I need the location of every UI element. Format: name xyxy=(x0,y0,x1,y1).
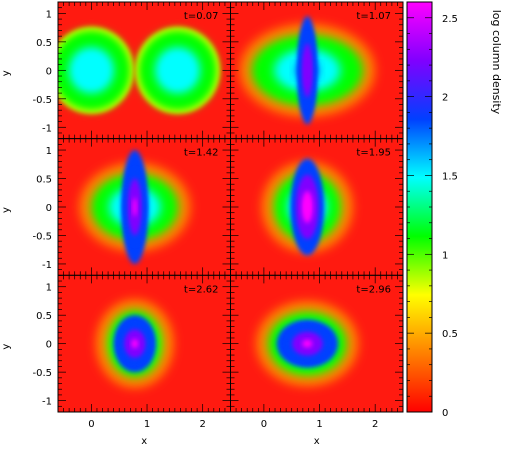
y-tick-label: 0.5 xyxy=(36,175,52,186)
y-tick-label: -0.5 xyxy=(32,95,52,106)
colorbar-label: log column density xyxy=(490,10,503,115)
colorbar-tick-label: 1 xyxy=(442,250,448,261)
x-tick-label: 2 xyxy=(372,419,378,430)
colorbar-tick-label: 1.5 xyxy=(442,171,458,182)
panel-4 xyxy=(230,138,403,276)
y-tick-label: 0 xyxy=(46,340,52,351)
x-tick-label: 0 xyxy=(261,419,267,430)
y-tick-label: 1 xyxy=(46,283,52,294)
x-axis-label: x xyxy=(141,436,147,447)
y-axis-label: y xyxy=(1,207,12,213)
dense-core xyxy=(302,339,313,348)
colorbar-gradient xyxy=(406,1,433,413)
panel-5 xyxy=(58,275,231,412)
y-tick-label: 0.5 xyxy=(36,38,52,49)
y-tick-label: 1 xyxy=(46,9,52,20)
x-tick-label: 1 xyxy=(144,419,150,430)
y-tick-label: 0 xyxy=(46,66,52,77)
dense-core xyxy=(131,338,139,349)
sphere-interior xyxy=(172,64,184,77)
panel-3 xyxy=(58,138,231,276)
x-tick-label: 1 xyxy=(316,419,322,430)
dense-core xyxy=(304,198,311,216)
panel-1 xyxy=(58,2,231,139)
colorbar-tick-label: 2.5 xyxy=(442,14,458,25)
time-label: t=1.42 xyxy=(184,148,219,159)
panel-2 xyxy=(230,2,403,139)
panel-6 xyxy=(230,275,403,412)
dense-core xyxy=(305,61,309,80)
time-label: t=0.07 xyxy=(184,11,219,22)
time-label: t=1.07 xyxy=(356,11,391,22)
shared-axes: 1 0.5 0 -0.5 -1 y 1 0.5 0 -0.5 -1 y 1 0.5 0 -0.5 -1 y 0 1 2 x… xyxy=(1,9,378,447)
colorbar: 0 0.5 1 1.5 2 2.5 log column density xyxy=(406,1,503,419)
y-tick-label: -0.5 xyxy=(32,368,52,379)
colorbar-tick-label: 0 xyxy=(442,408,448,419)
dense-core xyxy=(132,197,138,217)
colorbar-tick-label: 2 xyxy=(442,93,448,104)
time-label: t=2.62 xyxy=(184,284,219,295)
x-axis-label: x xyxy=(314,436,320,447)
time-label: t=2.96 xyxy=(356,284,391,295)
colorbar-tick-label: 0.5 xyxy=(442,329,458,340)
x-tick-label: 2 xyxy=(199,419,205,430)
y-axis-label: y xyxy=(1,70,12,76)
sphere-interior xyxy=(85,64,97,77)
time-label: t=1.95 xyxy=(356,148,391,159)
x-tick-label: 0 xyxy=(88,419,94,430)
panel-grid: t=0.07 t=1.07 t=1.42 t=1.95 t=2.62 t=2.96 xyxy=(57,1,404,413)
y-tick-label: -1 xyxy=(42,260,52,271)
y-tick-label: -1 xyxy=(42,397,52,408)
y-tick-label: 0 xyxy=(46,203,52,214)
y-tick-label: -1 xyxy=(42,123,52,134)
y-axis-label: y xyxy=(1,344,12,350)
y-tick-label: 1 xyxy=(46,146,52,157)
y-tick-label: 0.5 xyxy=(36,311,52,322)
y-tick-label: -0.5 xyxy=(32,231,52,242)
